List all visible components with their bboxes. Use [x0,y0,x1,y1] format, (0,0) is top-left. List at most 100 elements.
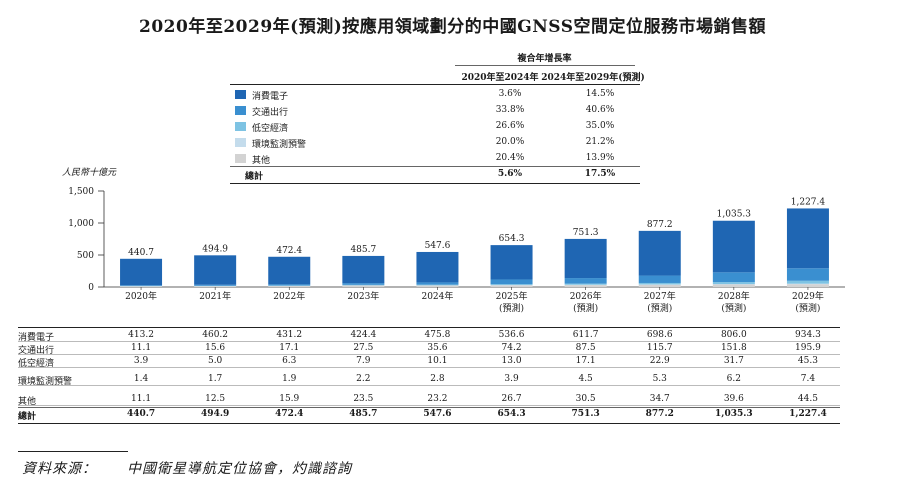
bar-segment [194,255,237,285]
bar-segment [490,279,533,285]
legend-total-row: 總計 5.6% 17.5% [230,167,640,183]
legend-swatch [235,90,246,99]
x-tick-note: (預測) [795,302,820,314]
data-table-cell: 3.9 [133,356,149,366]
data-table-cell: 654.3 [497,409,526,419]
data-table-cell: 475.8 [424,330,451,340]
bar-segment [342,255,385,284]
legend-cagr-2020-2024: 20.4% [495,153,525,163]
data-table-cell: 13.0 [501,356,522,366]
x-tick-label: 2029年 [792,290,824,302]
bar-segment [638,282,681,285]
data-table-row-label: 交通出行 [18,346,55,356]
bar-total-label: 654.3 [499,234,525,244]
legend-cagr-2020-2024: 33.8% [495,105,525,115]
source-note: 資料來源： 中國衛星導航定位協會，灼識諮詢 [22,458,352,478]
bar-segment [490,284,533,286]
legend-cagr-2024-2029: 13.9% [585,153,615,163]
unit-label: 人民幣十億元 [62,168,117,178]
data-table-row-rule [18,405,840,406]
bar-segment [564,278,607,284]
data-table-cell: 23.2 [427,394,448,404]
data-table-cell: 23.5 [353,394,374,404]
legend-cagr-2024-2029: 35.0% [585,121,615,131]
source-text: 中國衛星導航定位協會，灼識諮詢 [127,461,352,477]
data-table-cell: 1,227.4 [789,409,827,419]
data-table-cell: 12.5 [205,394,226,404]
legend-label: 消費電子 [252,92,289,102]
data-table-cell: 39.6 [723,394,744,404]
x-tick-label: 2021年 [199,290,231,302]
bar-segment [416,284,459,286]
x-tick-label: 2026年 [570,290,602,302]
data-table-cell: 6.2 [726,374,741,384]
data-table-cell: 11.1 [131,343,152,353]
y-tick-label: 0 [88,283,94,293]
data-table-row: 交通出行 11.1 15.6 17.1 27.5 35.6 74.2 87.5 115.7 151… [18,342,840,356]
bar-segment [786,280,829,284]
data-table-row: 其他 11.1 12.5 15.9 23.5 23.2 26.7 30.5 34.7 39.6 44… [18,393,840,407]
data-table-cell: 31.7 [723,356,744,366]
bar-segment [712,272,755,283]
x-tick-note: (預測) [573,302,598,314]
data-table-cell: 751.3 [571,409,600,419]
data-table-cell: 7.4 [800,374,816,384]
data-table-cell: 934.3 [795,330,821,340]
data-table-cell: 494.9 [201,409,230,419]
data-table-cell: 1,035.3 [715,409,753,419]
bar-segment [120,286,163,287]
bar-total-label: 494.9 [202,244,228,254]
bar-total-label: 877.2 [647,220,673,230]
data-table-cell: 45.3 [797,356,818,366]
data-table-row: 低空經濟 3.9 5.0 6.3 7.9 10.1 13.0 17.1 22.9 31.7 45.3 [18,355,840,369]
bar-segment [638,284,681,287]
legend-swatch [235,106,246,115]
data-table-row-label: 低空經濟 [18,359,55,369]
bar-segment [120,285,163,286]
cagr-header-rule [455,65,635,66]
data-table-cell: 10.1 [427,356,448,366]
data-table-total-rule [18,407,840,408]
legend-label: 交通出行 [252,108,289,118]
bar-segment [194,284,237,286]
data-table-row-label: 環境監測預警 [18,377,73,387]
bar-segment [268,256,311,285]
x-tick-note: (預測) [499,302,524,314]
data-table-row: 消費電子 413.2 460.2 431.2 424.4 475.8 536.6 611.7 6… [18,329,840,343]
bar-segment [120,258,163,286]
data-table-cell: 5.0 [207,356,223,366]
data-table-row-rule [18,341,840,342]
bar-total-label: 547.6 [425,241,451,251]
legend-cagr-2020-2024: 3.6% [498,89,522,99]
data-table-cell: 15.6 [205,343,226,353]
source-rule [18,451,128,452]
x-tick-label: 2027年 [644,290,676,302]
source-label: 資料來源： [22,461,97,477]
legend-label: 其他 [252,156,271,166]
y-tick-label: 500 [77,251,94,261]
bar-total-label: 1,035.3 [717,210,752,220]
bar-segment [786,284,829,287]
bar-total-label: 440.7 [128,248,154,258]
data-table-cell: 1.4 [133,374,149,384]
legend-total-rule [230,166,640,167]
bar-segment [490,245,533,280]
bar-segment [786,208,829,269]
legend-cagr-2020-2024: 20.0% [495,137,525,147]
y-tick-label: 1,500 [68,187,94,197]
data-table-bottom-rule [18,423,840,424]
bar-segment [638,230,681,276]
data-table-cell: 44.5 [797,394,818,404]
data-table-row-label: 其他 [18,397,37,407]
data-table-cell: 74.2 [501,343,522,353]
data-table-cell: 698.6 [646,330,673,340]
legend-cagr-2024-2029: 14.5% [585,89,615,99]
bar-segment [342,284,385,286]
data-table-top-rule [18,327,840,328]
data-table-cell: 5.3 [652,374,667,384]
data-table-row-label: 總計 [18,412,37,422]
bar-segment [490,285,533,287]
data-table-cell: 26.7 [501,394,522,404]
legend-cagr-2024-2029: 21.2% [585,137,615,147]
data-table-cell: 7.9 [356,356,371,366]
